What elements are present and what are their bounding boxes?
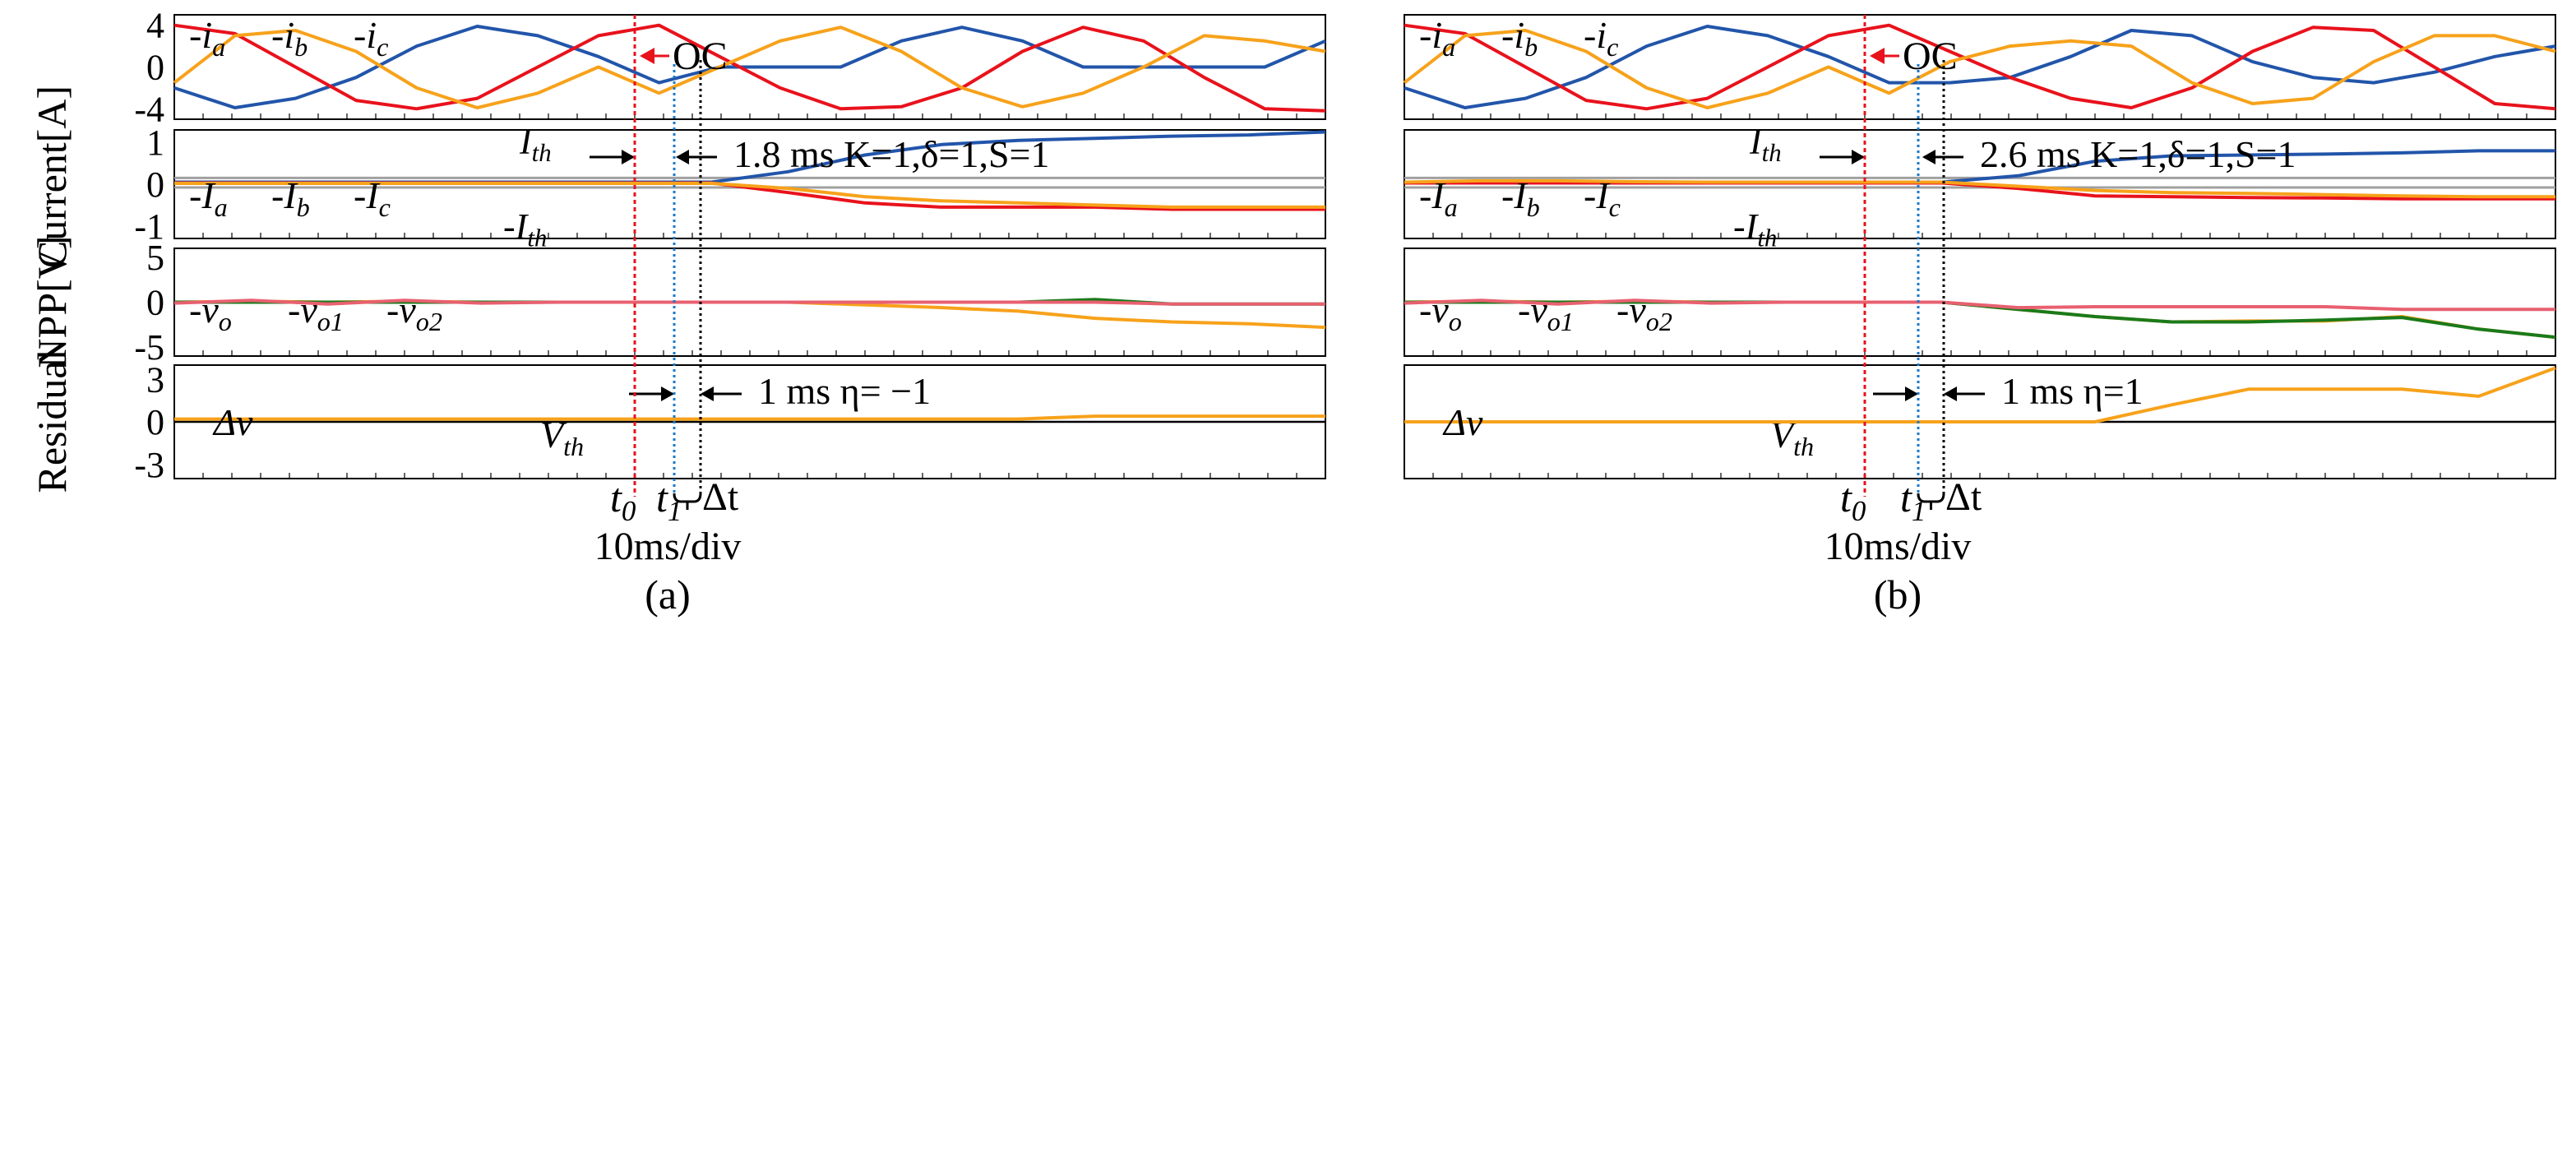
y-tick-label-filtered: 1 xyxy=(146,123,164,163)
y-tick-label-residual: 0 xyxy=(146,402,164,442)
delta-t-brace xyxy=(673,493,702,510)
legend-entry-filtered-2: -Ic xyxy=(354,174,391,222)
series-line-current-ia xyxy=(173,25,1326,109)
annotation-arrowhead-left xyxy=(1852,150,1865,164)
y-tick-label-npp: -5 xyxy=(134,327,164,368)
threshold-label-ith: Ith xyxy=(519,121,552,167)
legend-entry-npp-0: -vo xyxy=(189,289,232,336)
y-tick-label-npp: 0 xyxy=(146,283,164,323)
threshold-label-neg-ith: -Ith xyxy=(503,206,547,252)
annotation-arrowhead-right xyxy=(701,386,714,401)
legend-entry-filtered-0: -Ia xyxy=(1419,174,1458,222)
legend-entry-filtered-0: -Ia xyxy=(189,174,228,222)
oc-arrowhead xyxy=(640,48,654,64)
marker-label-t0: t0 xyxy=(610,474,636,527)
delta-t-brace xyxy=(1917,493,1945,510)
legend-entry-residual-dv: Δv xyxy=(212,401,253,443)
annotation-text-residual-a: 1 ms η= −1 xyxy=(758,370,931,412)
series-line-current-ib xyxy=(1404,23,2556,111)
marker-label-t0: t0 xyxy=(1840,474,1866,527)
y-tick-label-current: 0 xyxy=(146,48,164,88)
annotation-arrowhead-right xyxy=(676,150,689,164)
legend-entry-current-2: -ic xyxy=(1584,14,1618,62)
legend-entry-npp-1: -vo1 xyxy=(1518,289,1574,336)
marker-label-dt: Δt xyxy=(1945,475,1982,519)
legend-entry-current-2: -ic xyxy=(354,14,388,62)
marker-label-t1: t1 xyxy=(1900,474,1926,527)
legend-entry-filtered-1: -Ib xyxy=(1501,174,1540,222)
oc-label: OC xyxy=(673,35,728,78)
annotation-arrowhead-right xyxy=(1944,386,1957,401)
series-line-residual-Δv xyxy=(1404,366,2556,423)
marker-label-dt: Δt xyxy=(702,475,739,519)
panel-caption-a: (a) xyxy=(645,571,691,618)
ylabel-residual: Residual xyxy=(29,349,75,493)
legend-entry-filtered-2: -Ic xyxy=(1584,174,1621,222)
legend-entry-filtered-1: -Ib xyxy=(271,174,310,222)
oc-arrowhead xyxy=(1870,48,1885,64)
series-line-residual-Δv xyxy=(174,414,1325,421)
series-line-filtered-Ic xyxy=(174,182,1325,209)
plot-frame-current-b xyxy=(1404,14,2556,120)
legend-entry-residual-dv: Δv xyxy=(1442,401,1483,443)
legend-entry-npp-2: -vo2 xyxy=(386,289,442,336)
series-line-current-ib xyxy=(173,23,1326,113)
marker-label-t1: t1 xyxy=(656,474,682,527)
ylabel-npp: NPP[V] xyxy=(29,235,75,368)
threshold-label-neg-ith: -Ith xyxy=(1733,206,1777,252)
annotation-text-filtered-a: 1.8 ms K=1,δ=1,S=1 xyxy=(733,133,1050,175)
series-line-current-ia xyxy=(1404,25,2556,109)
legend-entry-npp-2: -vo2 xyxy=(1616,289,1672,336)
legend-entry-current-1: -ib xyxy=(271,14,308,62)
series-line-filtered-Ic xyxy=(1404,178,2555,199)
y-tick-label-filtered: -1 xyxy=(134,206,164,247)
y-tick-label-current: -4 xyxy=(134,89,164,129)
annotation-text-residual-b: 1 ms η=1 xyxy=(2001,370,2144,412)
x-axis-label-b: 10ms/div xyxy=(1824,525,1972,568)
annotation-text-filtered-b: 2.6 ms K=1,δ=1,S=1 xyxy=(1980,133,2296,175)
y-tick-label-filtered: 0 xyxy=(146,164,164,205)
y-tick-label-npp: 5 xyxy=(146,238,164,278)
x-axis-label-a: 10ms/div xyxy=(594,525,742,568)
annotation-arrowhead-right xyxy=(1922,150,1935,164)
annotation-arrowhead-left xyxy=(622,150,635,164)
annotation-arrowhead-left xyxy=(661,386,674,401)
panel-caption-b: (b) xyxy=(1874,571,1922,618)
y-tick-label-residual: -3 xyxy=(134,445,164,485)
legend-entry-current-0: -ia xyxy=(189,14,225,62)
ylabel-current: Current[A] xyxy=(29,86,75,268)
series-line-npp-vo2 xyxy=(173,298,1325,306)
legend-entry-npp-1: -vo1 xyxy=(288,289,344,336)
series-line-npp-vo2 xyxy=(1404,298,2555,312)
legend-entry-npp-0: -vo xyxy=(1419,289,1462,336)
series-line-current-ic xyxy=(1403,29,2556,109)
annotation-arrowhead-left xyxy=(1905,386,1918,401)
threshold-label-ith: Ith xyxy=(1749,121,1782,167)
series-line-current-ic xyxy=(173,25,1326,109)
y-tick-label-residual: 3 xyxy=(146,359,164,400)
oc-label: OC xyxy=(1903,35,1958,78)
y-tick-label-current: 4 xyxy=(146,6,164,46)
legend-entry-current-1: -ib xyxy=(1501,14,1538,62)
legend-entry-current-0: -ia xyxy=(1419,14,1455,62)
